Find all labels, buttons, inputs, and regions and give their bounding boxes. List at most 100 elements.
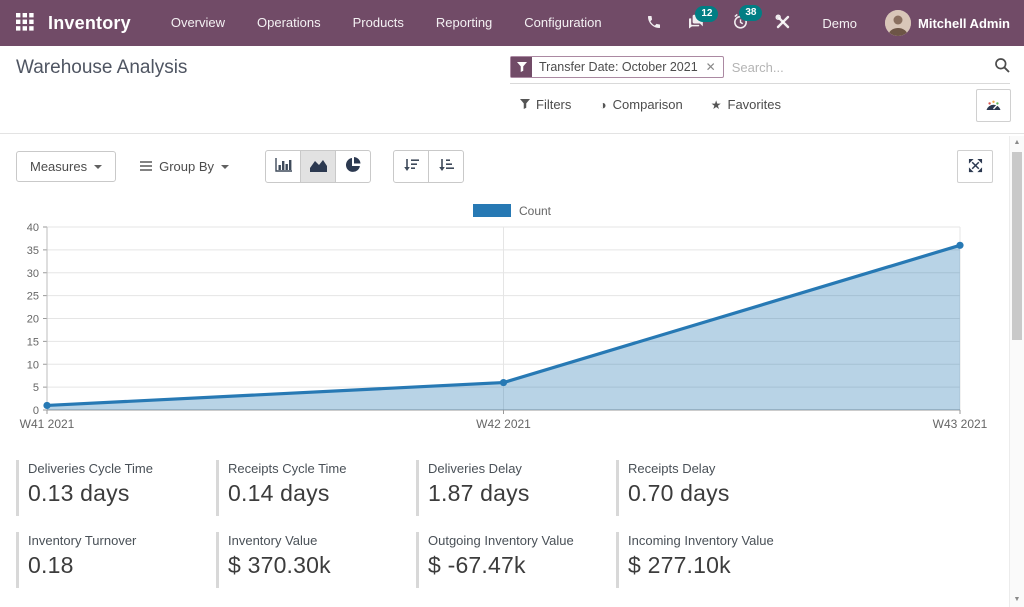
debug-tools-button[interactable]: [766, 8, 800, 39]
control-panel: Warehouse Analysis Transfer Date: Octobe…: [0, 46, 1024, 134]
messages-button[interactable]: 12: [679, 5, 719, 39]
kpi-label: Receipts Delay: [628, 461, 716, 476]
facet-label: Transfer Date: October 2021: [539, 60, 698, 74]
sort-ascending-icon: [438, 158, 454, 175]
legend-swatch: [472, 204, 511, 217]
kpi-label: Receipts Cycle Time: [228, 461, 347, 476]
kpi-label: Outgoing Inventory Value: [428, 533, 574, 548]
scroll-up-arrow-icon[interactable]: ▲: [1013, 139, 1021, 146]
comparison-button[interactable]: ◑ Comparison: [599, 97, 683, 112]
sort-descending-button[interactable]: [393, 150, 429, 183]
facet-funnel-icon: [511, 57, 532, 77]
apps-menu-button[interactable]: [12, 9, 38, 38]
dashboard-view-switch-button[interactable]: [976, 89, 1011, 122]
svg-text:0: 0: [33, 405, 39, 417]
nav-item-overview[interactable]: Overview: [170, 15, 226, 30]
chart-canvas: 0 5 10 15 20 25 30 35 40 W41 2021 W42 2021 W43 2021: [20, 222, 988, 431]
company-switcher[interactable]: Demo: [822, 15, 858, 31]
top-navbar: Inventory Overview Operations Products R…: [0, 0, 1024, 46]
search-bar: Transfer Date: October 2021 ✕: [510, 56, 1010, 84]
user-menu[interactable]: Mitchell Admin: [879, 10, 1010, 36]
kpi-value: 0.70 days: [628, 480, 730, 506]
kpi-label: Deliveries Delay: [428, 461, 522, 476]
nav-item-configuration[interactable]: Configuration: [524, 15, 602, 30]
nav-item-products[interactable]: Products: [352, 15, 404, 30]
page-title: Warehouse Analysis: [16, 57, 188, 78]
filter-facet[interactable]: Transfer Date: October 2021 ✕: [510, 56, 724, 78]
kpi-value: 1.87 days: [428, 480, 530, 506]
kpi-grid: Deliveries Cycle Time 0.13 days Receipts…: [16, 460, 816, 588]
svg-text:W42 2021: W42 2021: [476, 417, 531, 431]
measures-button[interactable]: Measures: [16, 151, 117, 182]
search-icon[interactable]: [994, 57, 1010, 78]
bar-chart-button[interactable]: [265, 150, 301, 183]
kpi-label: Deliveries Cycle Time: [28, 461, 153, 476]
kpi-outgoing-inventory-value: Outgoing Inventory Value $ -67.47k: [416, 532, 616, 588]
messages-count-badge: 12: [695, 5, 719, 22]
nav-item-operations[interactable]: Operations: [257, 15, 321, 30]
sort-ascending-button[interactable]: [428, 150, 464, 183]
kpi-receipts-delay: Receipts Delay 0.70 days: [616, 460, 816, 516]
group-by-button[interactable]: Group By: [126, 151, 243, 182]
scrollbar-thumb[interactable]: [1012, 152, 1022, 340]
hamburger-icon: [140, 159, 153, 174]
area-chart-button[interactable]: [300, 150, 336, 183]
chart-legend[interactable]: Count: [0, 203, 1024, 218]
voip-phone-button[interactable]: [637, 8, 671, 39]
svg-text:W43 2021: W43 2021: [933, 417, 988, 431]
pie-chart-button[interactable]: [335, 150, 371, 183]
kpi-label: Incoming Inventory Value: [628, 533, 774, 548]
chart-type-switcher: [265, 150, 371, 183]
search-options: Filters ◑ Comparison ★ Favorites: [510, 97, 1010, 112]
expand-arrows-icon: [968, 158, 983, 176]
expand-fullscreen-button[interactable]: [957, 150, 993, 183]
systray: 12 38 Demo Mitchell Admin: [637, 5, 1010, 39]
svg-text:40: 40: [27, 222, 39, 234]
kpi-deliveries-delay: Deliveries Delay 1.87 days: [416, 460, 616, 516]
kpi-value: $ 370.30k: [228, 552, 331, 578]
kpi-value: $ -67.47k: [428, 552, 526, 578]
user-avatar: [885, 10, 912, 36]
filters-funnel-icon: [520, 97, 530, 112]
kpi-receipts-cycle-time: Receipts Cycle Time 0.14 days: [216, 460, 416, 516]
vertical-scrollbar[interactable]: ▲ ▼: [1009, 136, 1024, 607]
app-title[interactable]: Inventory: [48, 12, 131, 33]
svg-text:10: 10: [27, 359, 39, 371]
kpi-label: Inventory Value: [228, 533, 318, 548]
facet-remove-icon[interactable]: ✕: [705, 60, 716, 74]
chevron-down-icon: [221, 164, 229, 169]
area-chart-icon: [309, 159, 327, 175]
svg-text:20: 20: [27, 314, 39, 326]
graph-toolbar: Measures Group By: [16, 150, 993, 183]
kpi-label: Inventory Turnover: [28, 533, 137, 548]
legend-label: Count: [518, 203, 552, 218]
kpi-value: $ 277.10k: [628, 552, 731, 578]
tachometer-icon: [985, 97, 1002, 114]
kpi-inventory-turnover: Inventory Turnover 0.18: [16, 532, 216, 588]
comparison-icon: ◑: [599, 97, 607, 112]
search-panel: Transfer Date: October 2021 ✕ Filters ◑: [510, 56, 1011, 122]
kpi-incoming-inventory-value: Incoming Inventory Value $ 277.10k: [616, 532, 816, 588]
sort-descending-icon: [403, 158, 419, 175]
filters-button[interactable]: Filters: [520, 97, 571, 112]
kpi-value: 0.18: [28, 552, 74, 578]
apps-grid-icon: [16, 12, 34, 34]
nav-item-reporting[interactable]: Reporting: [435, 15, 493, 30]
area-chart: 0 5 10 15 20 25 30 35 40 W41 2021 W42 2021 W43 2021: [16, 222, 1024, 439]
user-name: Mitchell Admin: [918, 15, 1010, 31]
activities-count-badge: 38: [739, 5, 763, 21]
search-input[interactable]: [731, 59, 994, 75]
scroll-down-arrow-icon[interactable]: ▼: [1013, 596, 1021, 603]
activities-button[interactable]: 38: [723, 5, 763, 39]
bar-chart-icon: [274, 158, 292, 175]
tools-icon: [775, 14, 791, 33]
kpi-deliveries-cycle-time: Deliveries Cycle Time 0.13 days: [16, 460, 216, 516]
main-menu: Overview Operations Products Reporting C…: [155, 0, 618, 46]
phone-icon: [646, 14, 662, 33]
favorites-button[interactable]: ★ Favorites: [710, 97, 781, 112]
kpi-inventory-value: Inventory Value $ 370.30k: [216, 532, 416, 588]
svg-text:30: 30: [27, 268, 39, 280]
favorites-star-icon: ★: [710, 97, 722, 112]
sort-switcher: [393, 150, 464, 183]
